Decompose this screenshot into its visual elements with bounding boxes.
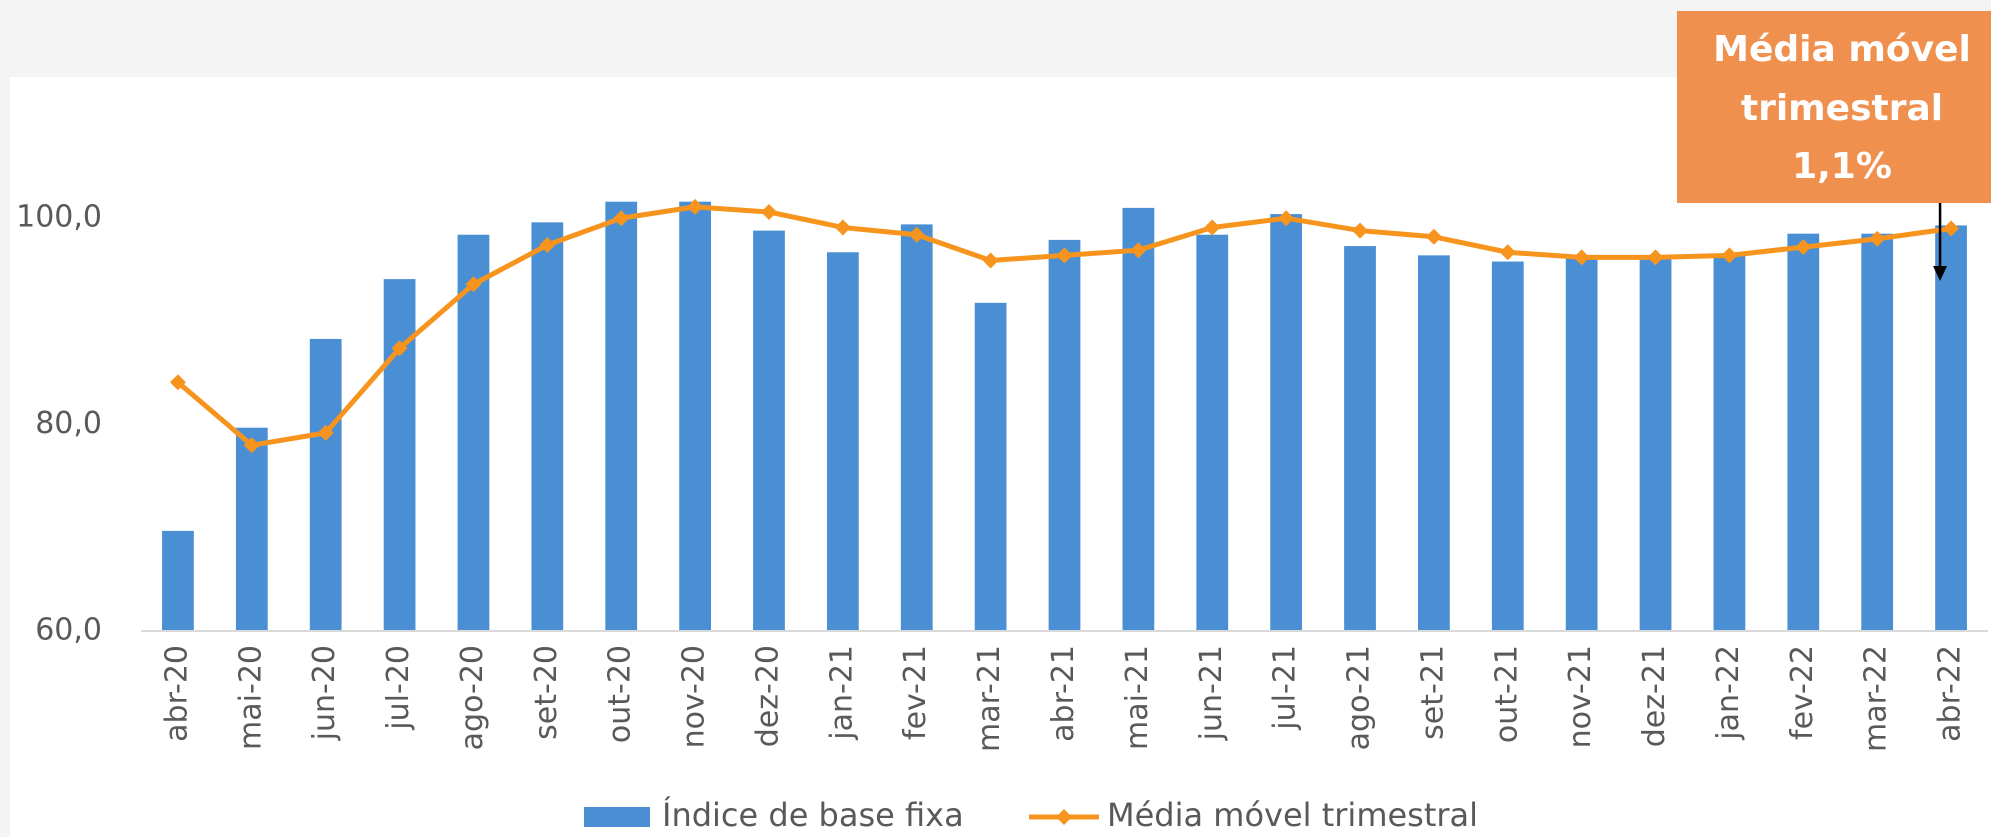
annotation-arrowhead [1933,266,1948,281]
bar [235,427,268,631]
line-marker [760,204,777,221]
bar [1935,225,1967,631]
line-marker [1056,247,1073,264]
x-tick-label: out-20 [603,645,638,743]
bar [826,252,859,632]
x-tick-label: nov-20 [677,645,712,748]
line-marker [1499,244,1516,261]
x-tick-label: dez-21 [1637,645,1672,747]
bar [457,234,490,631]
bar [1196,234,1229,631]
line-marker [982,252,999,269]
x-tick-label: dez-20 [750,645,785,747]
x-tick-label: abr-21 [1046,645,1081,742]
x-tick-label: out-21 [1489,645,1524,743]
x-tick-label: abr-20 [159,645,194,742]
y-tick-label: 100,0 [16,200,102,235]
x-tick-label: set-20 [529,645,564,740]
x-tick-label: fev-22 [1785,645,1820,740]
x-tick-label: jun-21 [1194,645,1229,741]
x-tick-label: ago-21 [1342,645,1377,750]
annotation-text: trimestral [1741,88,1943,129]
bar [1639,257,1672,631]
x-tick-label: set-21 [1415,645,1450,740]
line-marker [1721,247,1738,264]
bar [1270,214,1303,631]
line-marker [1352,222,1369,239]
bar [162,530,194,631]
x-tick-label: mai-20 [233,645,268,750]
line-marker [834,219,851,236]
line-marker [1204,219,1221,236]
line-marker [1425,228,1442,245]
line-marker [243,437,260,454]
line-marker [169,374,186,391]
bar [753,230,785,632]
legend-swatch [584,807,650,827]
x-tick-label: nov-21 [1563,645,1598,748]
y-tick-label: 60,0 [35,613,102,648]
bar [1713,255,1746,632]
bar [1491,261,1524,631]
line-marker [1278,210,1295,227]
line-marker [1869,230,1886,247]
line-marker [1943,220,1960,237]
x-tick-label: jul-21 [1268,645,1303,731]
line-marker [391,340,408,357]
line-marker [1647,249,1664,266]
annotation-box [1677,11,1991,203]
line-marker [613,210,630,227]
line-marker [1130,242,1147,259]
x-tick-label: mai-21 [1120,645,1155,750]
legend-label: Média móvel trimestral [1107,796,1478,834]
x-tick-label: mar-21 [972,645,1007,752]
line-marker [465,276,482,293]
bar [383,279,416,631]
bar [1344,246,1376,631]
bar [679,201,711,632]
bar [605,201,638,632]
x-tick-label: ago-20 [455,645,490,750]
line-marker [908,226,925,243]
annotation-text: 1,1% [1792,146,1892,187]
line-marker [539,237,556,254]
bar [900,224,933,631]
x-tick-label: jan-22 [1711,645,1746,741]
bar [531,222,564,631]
x-tick-label: jan-21 [824,645,859,741]
line-marker [317,424,334,441]
x-tick-label: jul-20 [381,645,416,731]
x-tick-label: fev-21 [898,645,933,740]
x-tick-label: abr-22 [1933,645,1968,742]
y-tick-label: 80,0 [35,406,102,441]
legend-swatch [1056,809,1072,825]
line-marker [687,198,704,215]
line-marker [1795,239,1812,256]
x-tick-label: jun-20 [307,645,342,741]
bar [1861,233,1894,631]
annotation-text: Média móvel [1713,29,1971,70]
bar [1418,255,1450,632]
legend-label: Índice de base fixa [662,796,964,834]
line-marker [1573,249,1590,266]
bar [974,302,1007,631]
bar [1048,239,1081,631]
x-tick-label: mar-22 [1859,645,1894,752]
bar [1565,257,1598,631]
bar [1787,233,1820,631]
bar [309,338,342,631]
bar [1122,207,1155,631]
